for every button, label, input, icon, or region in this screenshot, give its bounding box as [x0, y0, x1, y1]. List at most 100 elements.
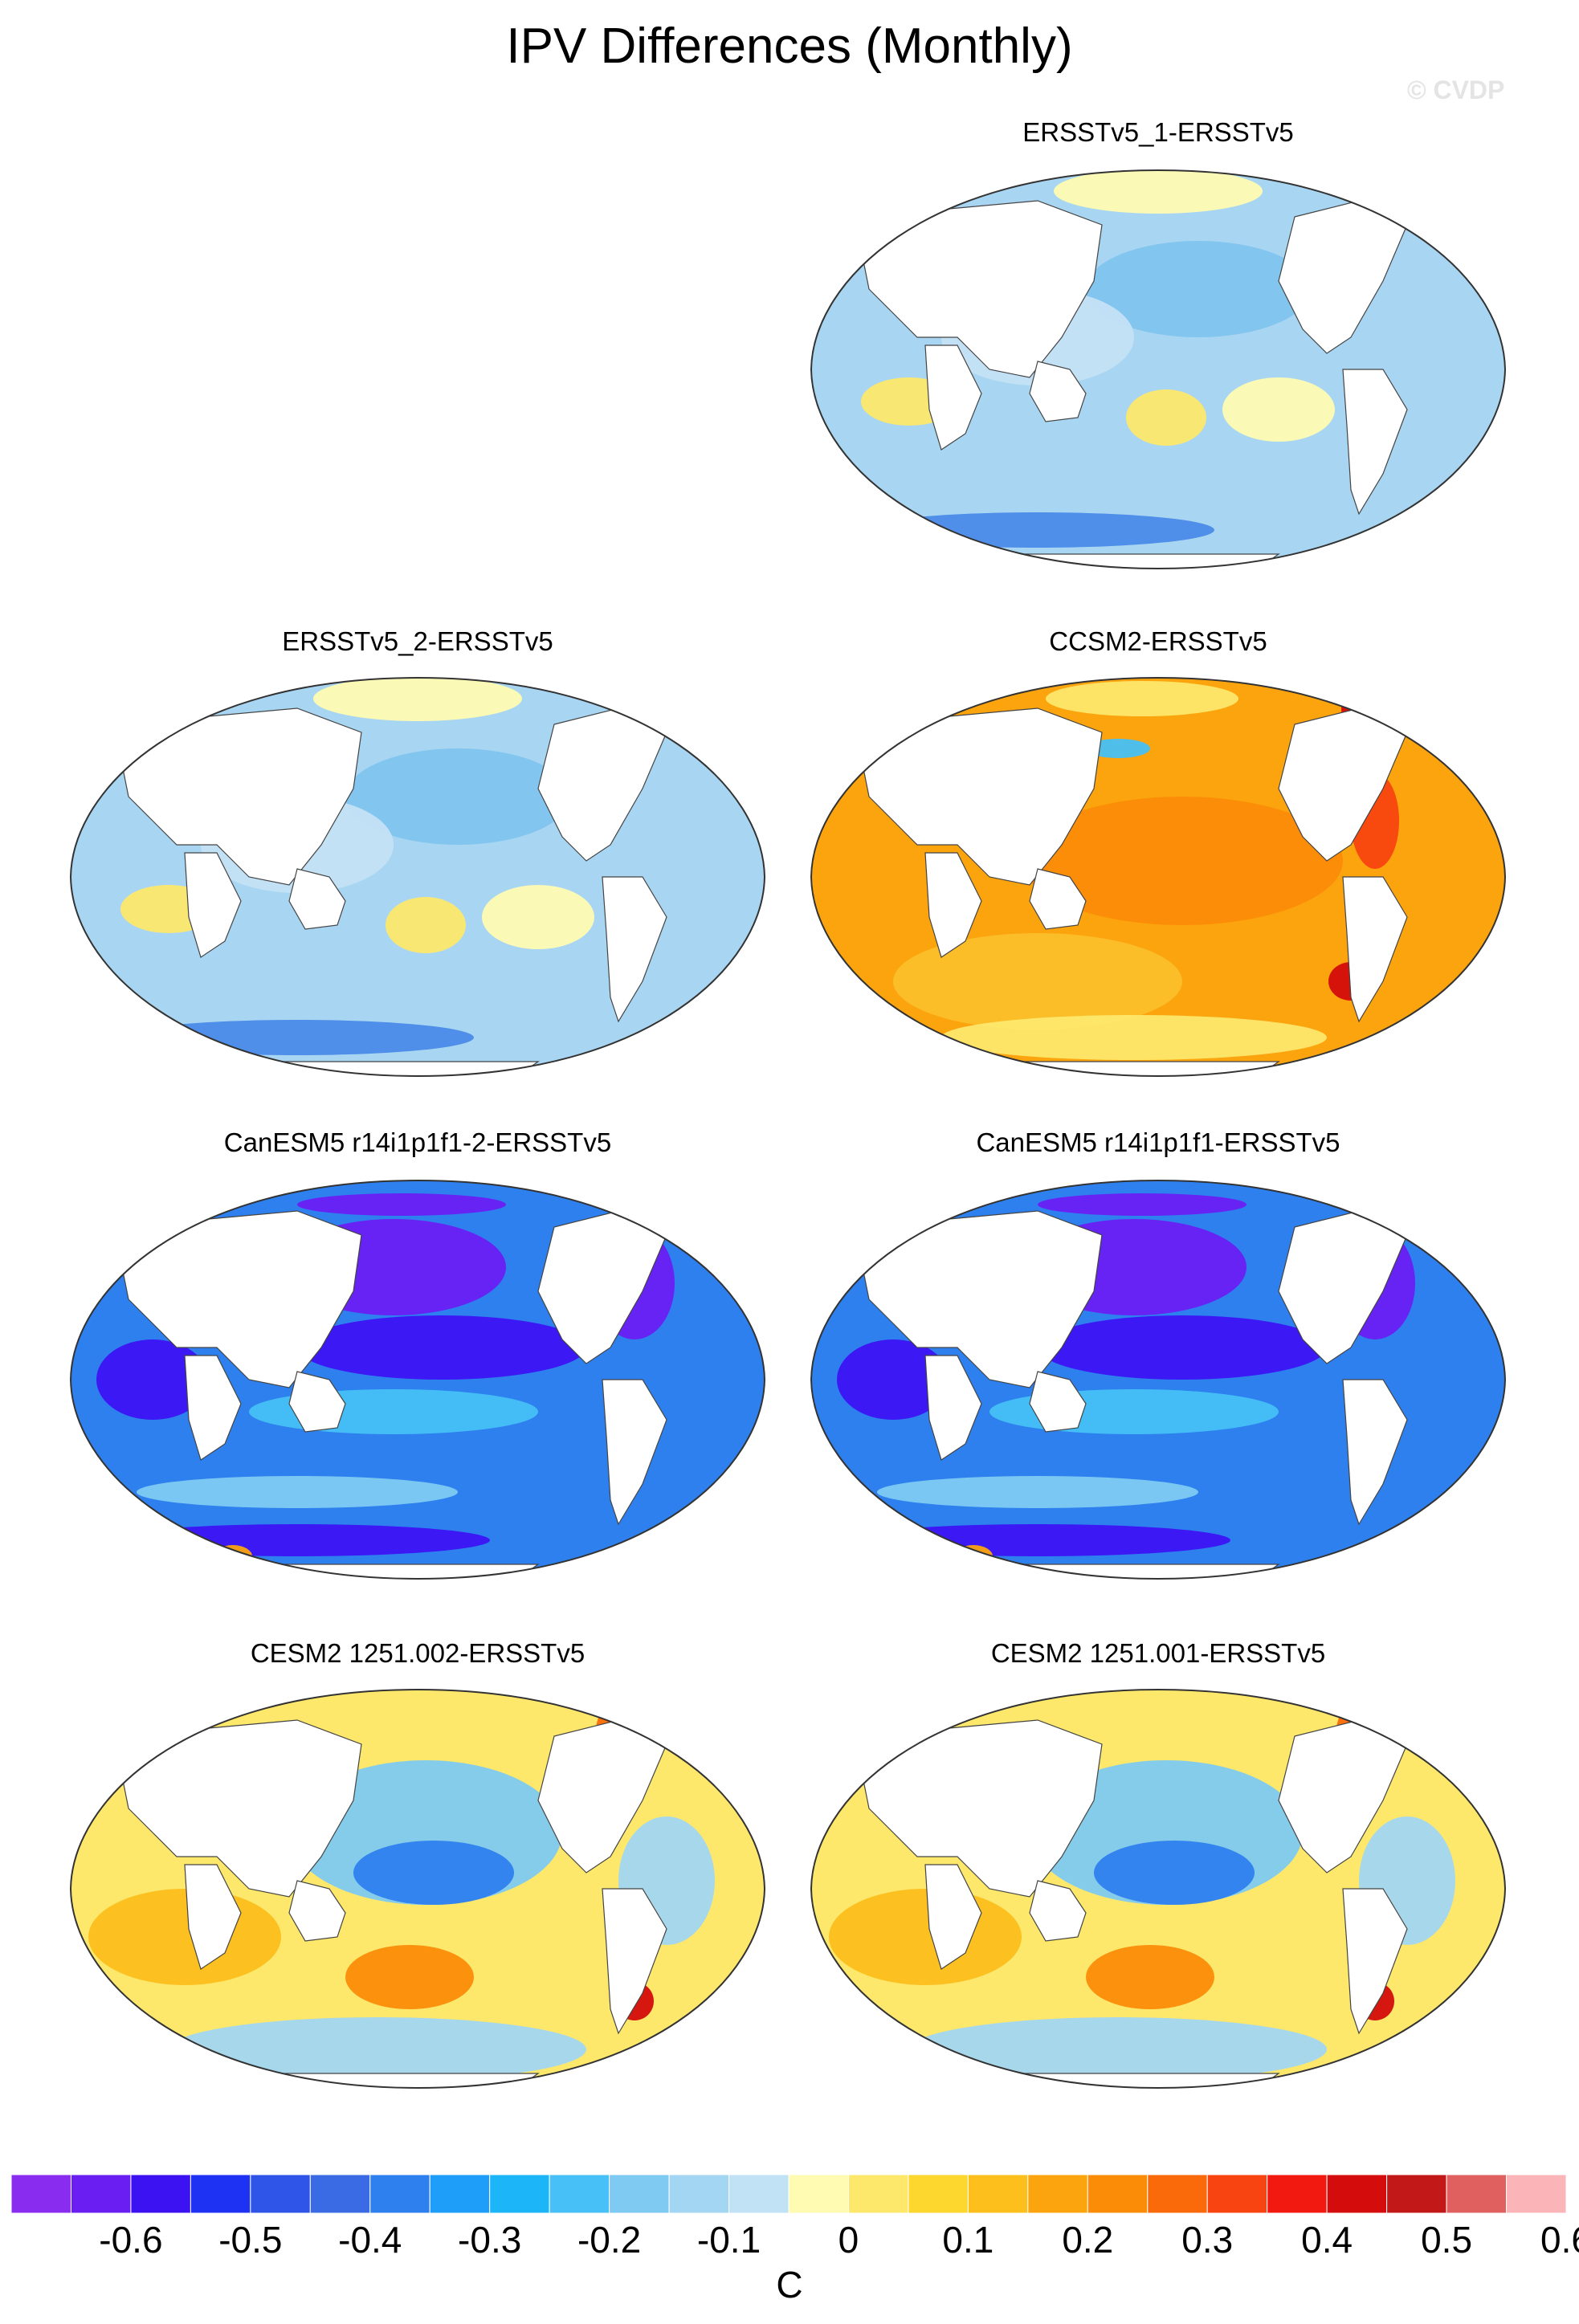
panel-title: CanESM5 r14i1p1f1-2-ERSSTv5	[223, 1127, 612, 1157]
colorbar-box	[309, 2175, 371, 2213]
landmass	[184, 852, 242, 958]
colorbar-tick-label: -0.2	[577, 2219, 642, 2261]
map-border	[810, 1688, 1507, 2090]
landmass	[288, 868, 346, 930]
landmass	[924, 345, 982, 451]
colorbar-box	[1386, 2175, 1447, 2213]
landmass	[995, 2073, 1280, 2088]
colorbar-box	[728, 2175, 790, 2213]
figure-title: IPV Differences (Monthly)	[506, 18, 1073, 74]
map-panel	[810, 1179, 1507, 1580]
panel-title: CESM2 1251.001-ERSSTv5	[990, 1638, 1326, 1668]
colorbar-box	[609, 2175, 670, 2213]
landmass	[1029, 1371, 1087, 1433]
landmass	[120, 1719, 362, 1898]
colorbar-box	[369, 2175, 430, 2213]
anomaly-region	[1094, 1841, 1255, 1905]
anomaly-region	[104, 1524, 490, 1556]
colorbar-box	[70, 2175, 132, 2213]
landmass	[924, 1355, 982, 1461]
anomaly-region	[96, 1339, 209, 1420]
landmass	[1342, 876, 1408, 1023]
colorbar-tick-label: -0.1	[696, 2219, 761, 2261]
colorbar-tick-label: 0.3	[1181, 2219, 1234, 2261]
colorbar-tick-label: -0.5	[218, 2219, 283, 2261]
colorbar-box	[549, 2175, 610, 2213]
panel-title: CanESM5 r14i1p1f1-ERSSTv5	[976, 1127, 1340, 1157]
landmass	[184, 1864, 242, 1970]
colorbar-box	[1027, 2175, 1088, 2213]
anomaly-region	[297, 1315, 586, 1380]
panel-title: CESM2 1251.002-ERSSTv5	[250, 1638, 585, 1668]
landmass	[288, 1371, 346, 1433]
landmass	[1342, 1379, 1408, 1526]
landmass	[120, 707, 362, 886]
anomaly-region	[909, 2017, 1327, 2081]
anomaly-region	[893, 933, 1182, 1029]
landmass	[1342, 369, 1408, 516]
panel-title: ERSSTv5_1-ERSSTv5	[1022, 117, 1294, 147]
colorbar-box	[1267, 2175, 1328, 2213]
map-panel	[810, 169, 1507, 570]
panel-title: CCSM2-ERSSTv5	[1049, 626, 1267, 656]
anomaly-region	[837, 1339, 949, 1420]
map-panel	[69, 676, 766, 1078]
colorbar-tick-label: 0.4	[1301, 2219, 1353, 2261]
anomaly-region	[313, 678, 522, 721]
landmass	[860, 200, 1103, 378]
anomaly-region	[877, 1691, 941, 1717]
landmass	[1029, 361, 1087, 422]
panel-title: ERSSTv5_2-ERSSTv5	[282, 626, 553, 656]
map-border	[810, 169, 1507, 570]
colorbar-box	[11, 2175, 71, 2213]
landmass	[1029, 868, 1087, 930]
map-panel	[810, 1688, 1507, 2090]
landmass	[120, 1210, 362, 1388]
colorbar-box	[250, 2175, 311, 2213]
colorbar-box	[1506, 2175, 1566, 2213]
landmass	[860, 707, 1103, 886]
landmass	[184, 1355, 242, 1461]
anomaly-region	[845, 1524, 1230, 1556]
landmass	[602, 1888, 667, 2035]
watermark: © CVDP	[1407, 75, 1505, 104]
landmass	[602, 876, 667, 1023]
anomaly-region	[1022, 797, 1343, 925]
anomaly-region	[120, 1020, 474, 1055]
colorbar-box	[668, 2175, 730, 2213]
colorbar-box	[1147, 2175, 1208, 2213]
landmass	[1029, 1880, 1087, 1942]
map-border	[810, 676, 1507, 1078]
anomaly-region	[861, 512, 1214, 548]
anomaly-region	[345, 1945, 474, 2009]
landmass	[924, 852, 982, 958]
anomaly-region	[877, 1476, 1198, 1508]
anomaly-region	[1086, 241, 1311, 337]
colorbar-box	[429, 2175, 491, 2213]
landmass	[602, 1379, 667, 1526]
map-border	[69, 1179, 766, 1580]
landmass	[255, 1061, 540, 1076]
colorbar-tick-label: 0.2	[1062, 2219, 1114, 2261]
anomaly-region	[88, 1889, 281, 1985]
colorbar-box	[489, 2175, 550, 2213]
map-border	[810, 1179, 1507, 1580]
anomaly-region	[1038, 1315, 1327, 1380]
anomaly-region	[353, 1841, 514, 1905]
landmass	[860, 1719, 1103, 1898]
anomaly-region	[137, 1691, 201, 1717]
colorbar-box	[1326, 2175, 1388, 2213]
anomaly-region	[169, 2017, 586, 2081]
landmass	[1342, 1888, 1408, 2035]
anomaly-region	[214, 1545, 252, 1568]
colorbar-tick-label: 0.1	[942, 2219, 994, 2261]
anomaly-region	[1086, 1945, 1214, 2009]
colorbar-tick-label: 0.5	[1421, 2219, 1473, 2261]
landmass	[288, 1880, 346, 1942]
colorbar-box	[788, 2175, 849, 2213]
colorbar-box	[1087, 2175, 1149, 2213]
colorbar-box	[847, 2175, 909, 2213]
colorbar-box	[967, 2175, 1029, 2213]
map-border	[69, 676, 766, 1078]
colorbar-tick-label: -0.3	[458, 2219, 522, 2261]
